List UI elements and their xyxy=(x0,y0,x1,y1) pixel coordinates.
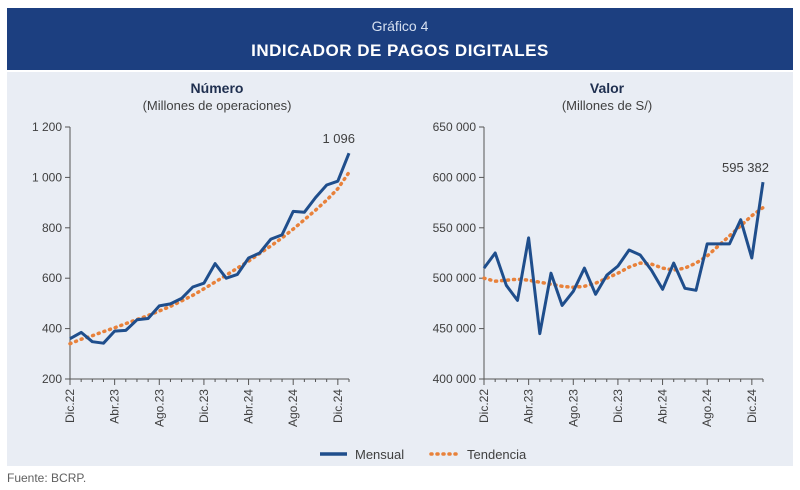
graphic-title: INDICADOR DE PAGOS DIGITALES xyxy=(251,41,549,60)
value-y-tick-label: 650 000 xyxy=(433,120,477,134)
number-y-tick-label: 600 xyxy=(42,271,62,285)
charts-canvas: 200 400 600 800 1 000 1 200 Dic.22 Abr.23 Ago.23… xyxy=(32,120,769,462)
number-y-tick-label: 1 000 xyxy=(32,170,62,184)
number-last-value-label: 1 096 xyxy=(322,131,355,146)
chart-value: 400 000 450 000 500 000 550 000 600 000 650 0… xyxy=(433,120,769,427)
chart-header: Gráfico 4 INDICADOR DE PAGOS DIGITALES xyxy=(7,8,793,70)
chart-number-subtitle: (Millones de operaciones) xyxy=(142,98,292,113)
chart-number: 200 400 600 800 1 000 1 200 Dic.22 Abr.23 Ago.23… xyxy=(32,120,355,427)
value-x-tick-label: Abr.23 xyxy=(522,389,536,424)
chart-panel: Número (Millones de operaciones) Valor (… xyxy=(7,72,793,466)
value-y-tick-label: 550 000 xyxy=(433,221,477,235)
number-y-tick-label: 800 xyxy=(42,221,62,235)
number-x-tick-label: Ago.24 xyxy=(286,389,300,427)
legend-monthly-label: Mensual xyxy=(355,447,404,462)
value-x-tick-label: Abr.24 xyxy=(656,389,670,424)
number-series-trend xyxy=(68,170,351,346)
number-y-tick-label: 1 200 xyxy=(32,120,62,134)
value-x-tick-label: Dic.23 xyxy=(611,389,625,423)
value-x-tick-label: Dic.22 xyxy=(477,389,491,423)
number-x-tick-label: Dic.23 xyxy=(197,389,211,423)
value-series-monthly xyxy=(482,181,765,336)
value-y-tick-label: 600 000 xyxy=(433,170,477,184)
graphic-number: Gráfico 4 xyxy=(371,18,429,34)
value-y-tick-label: 500 000 xyxy=(433,271,477,285)
value-last-value-label: 595 382 xyxy=(722,160,769,175)
value-y-tick-label: 450 000 xyxy=(433,322,477,336)
number-y-tick-label: 400 xyxy=(42,322,62,336)
value-x-tick-label: Dic.24 xyxy=(745,389,759,423)
number-x-tick-label: Abr.23 xyxy=(108,389,122,424)
source-note: Fuente: BCRP. xyxy=(7,471,87,485)
value-x-tick-label: Ago.24 xyxy=(700,389,714,427)
chart-legend: Mensual Tendencia xyxy=(320,447,527,462)
chart-number-title: Número xyxy=(190,80,244,96)
chart-value-title: Valor xyxy=(589,80,625,96)
number-x-tick-label: Ago.23 xyxy=(152,389,166,427)
number-x-tick-label: Abr.24 xyxy=(242,389,256,424)
number-x-tick-label: Dic.24 xyxy=(331,389,345,423)
number-y-tick-label: 200 xyxy=(42,372,62,386)
chart-value-subtitle: (Millones de S/) xyxy=(561,98,653,113)
value-y-tick-label: 400 000 xyxy=(433,372,477,386)
value-series-trend xyxy=(482,205,765,290)
number-series-monthly xyxy=(69,152,351,345)
legend-trend-label: Tendencia xyxy=(467,447,527,462)
number-x-tick-label: Dic.22 xyxy=(63,389,77,423)
value-x-tick-label: Ago.23 xyxy=(566,389,580,427)
